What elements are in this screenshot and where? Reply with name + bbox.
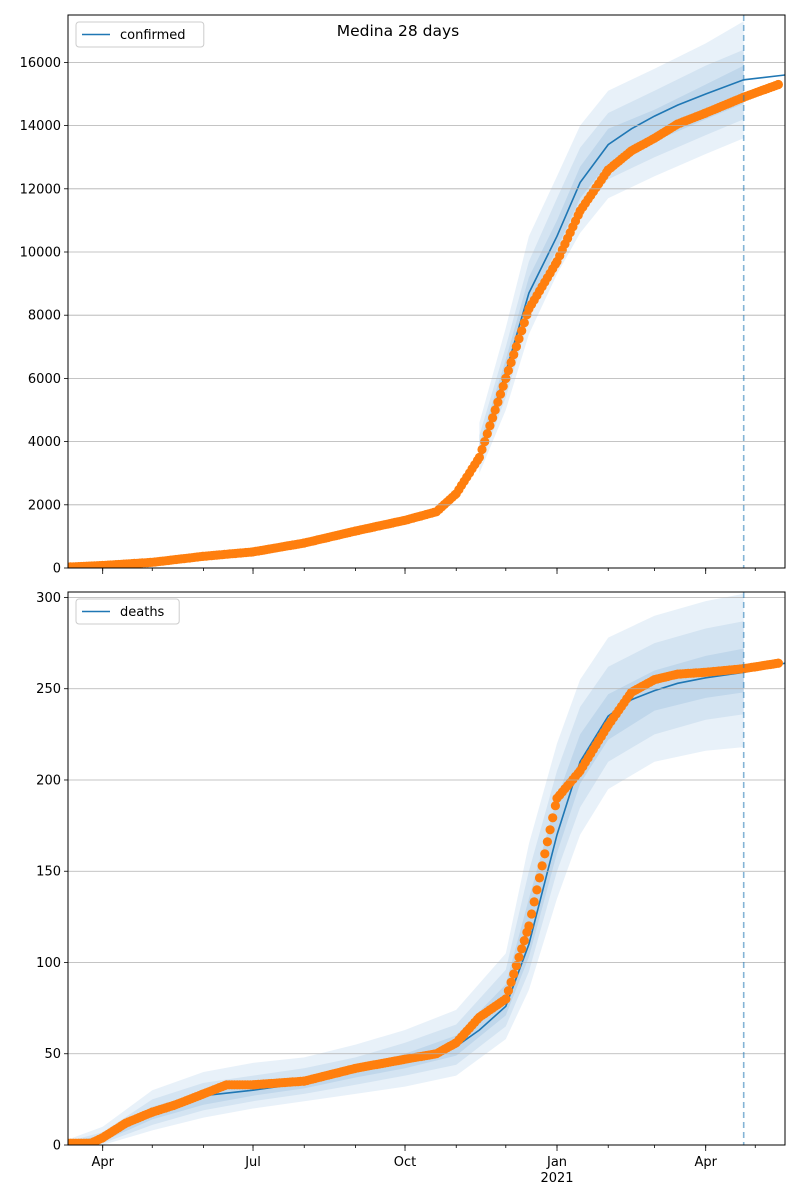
y-tick-label: 6000	[28, 372, 61, 387]
observed-point	[534, 873, 545, 883]
observed-point	[773, 658, 783, 668]
y-tick-label: 150	[36, 865, 61, 880]
plot-area	[68, 21, 785, 568]
observed-point	[514, 334, 524, 344]
observed-point	[519, 318, 529, 328]
observed-point	[540, 849, 550, 859]
legend-label: deaths	[120, 605, 165, 620]
observed-point	[503, 986, 513, 996]
confirmed-panel: 0 2000 4000 6000 8000 10000 12000 14000 16000 con…	[20, 14, 786, 577]
observed-point	[495, 389, 506, 399]
y-tick-label: 10000	[20, 246, 61, 261]
y-tick-label: 100	[36, 956, 61, 971]
axes-frame	[67, 591, 786, 1146]
y-tick-label: 200	[36, 773, 61, 788]
observed-point	[511, 961, 521, 971]
y-tick-label: 250	[36, 682, 61, 697]
observed-point	[542, 837, 553, 847]
observed-point	[485, 421, 495, 431]
observed-point	[524, 921, 534, 931]
y-tick-label: 14000	[20, 119, 61, 134]
chart-title: Medina 28 days	[337, 22, 460, 40]
legend-box	[75, 598, 180, 625]
observed-point	[514, 952, 524, 962]
observed-point	[488, 413, 498, 423]
y-tick-label: 16000	[20, 56, 61, 71]
observed-point	[517, 944, 527, 954]
observed-point	[550, 801, 561, 811]
observed-point	[477, 444, 487, 455]
observed-point	[506, 977, 516, 987]
observed-point	[545, 825, 555, 835]
observed-point	[527, 909, 537, 919]
x-tick-label: Apr	[694, 1155, 717, 1170]
axes-frame	[67, 14, 786, 569]
deaths-panel: 0 50 100 150 200 250 300 Apr Jul Oct Jan Apr 2021 dea…	[36, 591, 786, 1186]
observed-point	[501, 994, 511, 1004]
observed-point	[548, 813, 558, 823]
observed-point	[529, 897, 539, 907]
observed-point	[532, 885, 542, 895]
observed-point	[509, 350, 519, 360]
x-year-label: 2021	[540, 1171, 573, 1186]
observed-point	[490, 405, 500, 415]
y-tick-label: 50	[44, 1047, 61, 1062]
y-tick-label: 300	[36, 591, 61, 606]
observed-point	[511, 342, 521, 352]
observed-point	[482, 429, 492, 439]
y-tick-label: 12000	[20, 182, 61, 197]
observed-point	[537, 861, 547, 871]
y-tick-label: 0	[53, 562, 61, 577]
observed-point	[517, 326, 527, 336]
observed-point	[498, 381, 508, 391]
legend-box	[75, 21, 205, 48]
observed-point	[773, 79, 783, 90]
observed-point	[509, 969, 519, 979]
observed-point	[493, 397, 503, 407]
y-tick-label: 8000	[28, 309, 61, 324]
x-tick-label: Jan	[546, 1155, 567, 1170]
y-tick-label: 0	[53, 1139, 61, 1154]
observed-point	[474, 452, 484, 462]
y-tick-label: 2000	[28, 498, 61, 513]
observed-point	[503, 365, 513, 376]
x-tick-label: Oct	[394, 1155, 416, 1170]
legend-label: confirmed	[120, 28, 186, 43]
observed-point	[506, 357, 516, 368]
x-tick-label: Jul	[244, 1155, 261, 1170]
y-tick-label: 4000	[28, 435, 61, 450]
x-tick-label: Apr	[91, 1155, 114, 1170]
plot-area	[68, 593, 785, 1145]
observed-point	[519, 936, 529, 946]
